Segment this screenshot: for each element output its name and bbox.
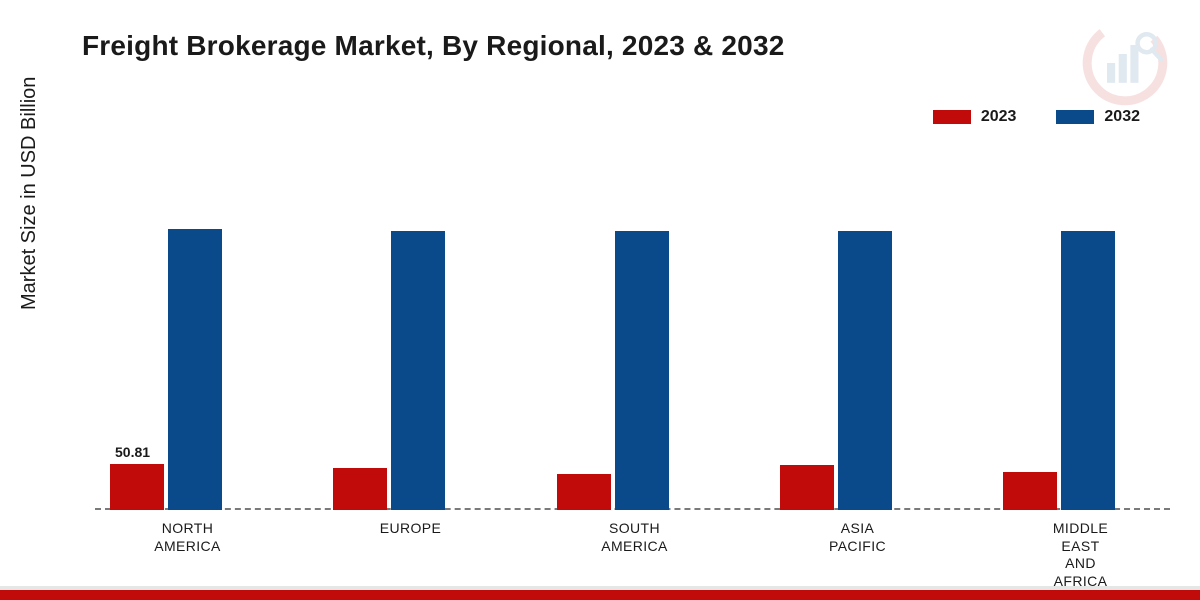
legend-swatch-2032 — [1056, 110, 1094, 124]
category-label: MIDDLEEASTANDAFRICA — [996, 510, 1166, 590]
bar-group: ASIAPACIFIC — [780, 150, 935, 510]
category-label: EUROPE — [326, 510, 496, 538]
bar-2032 — [838, 231, 892, 510]
bar-2032 — [391, 231, 445, 510]
bar-2032 — [168, 229, 222, 510]
category-label: SOUTHAMERICA — [550, 510, 720, 555]
bar-2023 — [333, 468, 387, 510]
bar-2032 — [1061, 231, 1115, 510]
watermark-logo-icon — [1080, 18, 1170, 108]
bar-2023 — [780, 465, 834, 510]
plot-area: NORTHAMERICAEUROPESOUTHAMERICAASIAPACIFI… — [95, 150, 1170, 510]
legend-label-2023: 2023 — [981, 108, 1017, 126]
bar-group: MIDDLEEASTANDAFRICA — [1003, 150, 1158, 510]
legend-item-2023: 2023 — [933, 108, 1017, 126]
legend: 2023 2032 — [933, 108, 1140, 126]
legend-label-2032: 2032 — [1104, 108, 1140, 126]
bar-group: EUROPE — [333, 150, 488, 510]
bar-value-label: 50.81 — [115, 444, 150, 460]
y-axis-label: Market Size in USD Billion — [18, 77, 41, 310]
footer-accent-bar — [0, 586, 1200, 600]
legend-swatch-2023 — [933, 110, 971, 124]
category-label: NORTHAMERICA — [103, 510, 273, 555]
category-label: ASIAPACIFIC — [773, 510, 943, 555]
bar-2023 — [557, 474, 611, 510]
bar-2023 — [110, 464, 164, 510]
chart-container: Freight Brokerage Market, By Regional, 2… — [0, 0, 1200, 600]
bar-2023 — [1003, 472, 1057, 510]
chart-title: Freight Brokerage Market, By Regional, 2… — [82, 30, 785, 62]
legend-item-2032: 2032 — [1056, 108, 1140, 126]
bar-group: SOUTHAMERICA — [557, 150, 712, 510]
bar-2032 — [615, 231, 669, 510]
